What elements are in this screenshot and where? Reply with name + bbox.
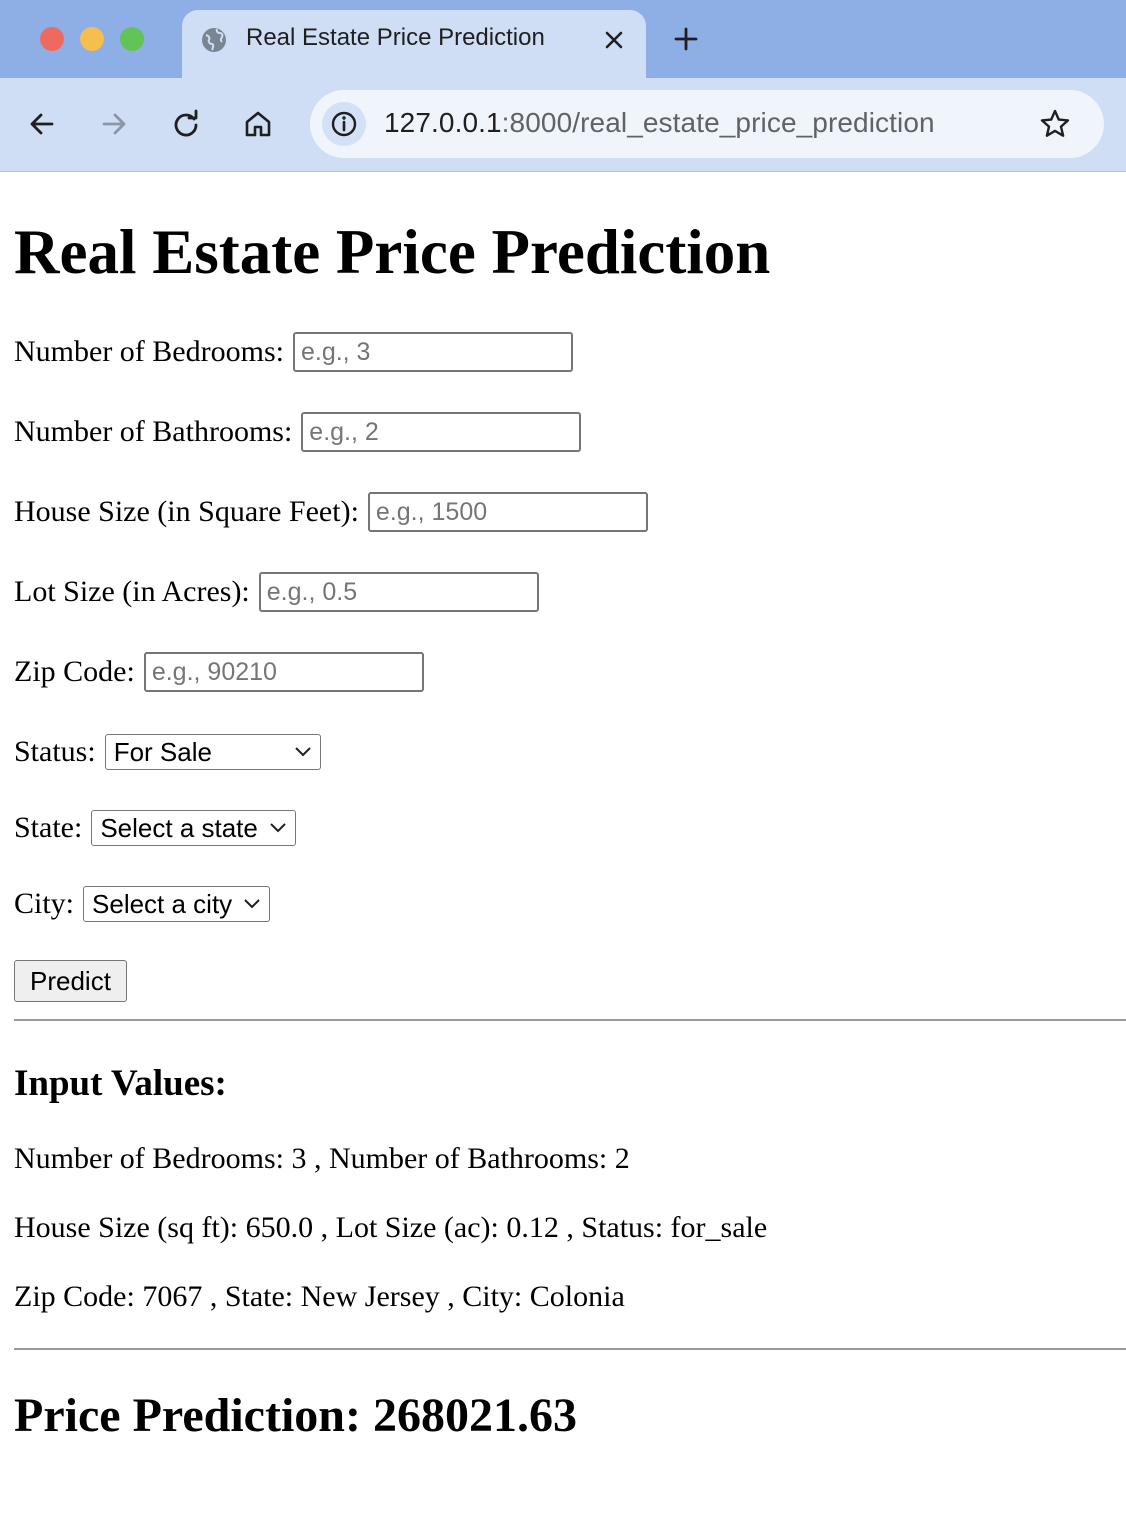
url-text[interactable]: 127.0.0.1:8000/real_estate_price_predict…: [384, 107, 935, 139]
tab-strip: Real Estate Price Prediction: [0, 0, 1126, 78]
reload-icon[interactable]: [170, 108, 202, 140]
close-icon[interactable]: [602, 28, 626, 52]
status-select[interactable]: For Sale: [104, 734, 321, 770]
status-label: Status:: [14, 735, 96, 768]
bathrooms-label: Number of Bathrooms:: [14, 415, 293, 448]
tab-title: Real Estate Price Prediction: [246, 24, 545, 51]
city-label: City:: [14, 887, 75, 920]
zip-code-row: Zip Code:: [14, 652, 424, 692]
input-values-line: Zip Code: 7067 , State: New Jersey , Cit…: [14, 1280, 625, 1313]
bedrooms-row: Number of Bedrooms:: [14, 332, 573, 372]
site-info-button[interactable]: [322, 102, 366, 146]
back-icon[interactable]: [26, 108, 58, 140]
lot-size-row: Lot Size (in Acres):: [14, 572, 539, 612]
city-select-value: Select a city: [92, 888, 233, 919]
price-prediction-result: Price Prediction: 268021.63: [14, 1389, 577, 1442]
chevron-down-icon: [294, 747, 311, 757]
bathrooms-input[interactable]: [301, 412, 582, 452]
divider: [14, 1019, 1126, 1021]
bathrooms-row: Number of Bathrooms:: [14, 412, 582, 452]
city-row: City: Select a city: [14, 886, 271, 922]
predict-button[interactable]: Predict: [14, 960, 127, 1002]
chevron-down-icon: [270, 823, 287, 833]
new-tab-icon[interactable]: [672, 25, 700, 53]
house-size-input[interactable]: [367, 492, 648, 532]
input-values-line: House Size (sq ft): 650.0 , Lot Size (ac…: [14, 1211, 768, 1244]
browser-toolbar: 127.0.0.1:8000/real_estate_price_predict…: [0, 78, 1126, 172]
window-close-button[interactable]: [40, 27, 64, 51]
state-row: State: Select a state: [14, 810, 297, 846]
divider: [14, 1348, 1126, 1350]
url-host: 127.0.0.1: [384, 107, 502, 138]
status-select-value: For Sale: [113, 736, 212, 767]
window-zoom-button[interactable]: [120, 27, 144, 51]
input-values-line: Number of Bedrooms: 3 , Number of Bathro…: [14, 1142, 630, 1175]
address-bar[interactable]: 127.0.0.1:8000/real_estate_price_predict…: [310, 90, 1104, 158]
chevron-down-icon: [244, 899, 260, 909]
home-icon[interactable]: [242, 108, 274, 140]
zip-code-input[interactable]: [143, 652, 424, 692]
globe-icon: [202, 28, 226, 52]
house-size-row: House Size (in Square Feet):: [14, 492, 648, 532]
url-path: :8000/real_estate_price_prediction: [501, 107, 935, 138]
zip-code-label: Zip Code:: [14, 655, 135, 688]
city-select[interactable]: Select a city: [83, 886, 271, 922]
state-label: State:: [14, 811, 83, 844]
bedrooms-label: Number of Bedrooms:: [14, 335, 284, 368]
input-values-heading: Input Values:: [14, 1063, 227, 1104]
browser-tab[interactable]: Real Estate Price Prediction: [182, 10, 646, 78]
lot-size-input[interactable]: [258, 572, 539, 612]
status-row: Status: For Sale: [14, 734, 321, 770]
bookmark-star-icon[interactable]: [1038, 107, 1072, 141]
page-title: Real Estate Price Prediction: [14, 217, 771, 287]
window-minimize-button[interactable]: [80, 27, 104, 51]
site-info-icon: [331, 111, 357, 137]
state-select[interactable]: Select a state: [91, 810, 297, 846]
forward-icon[interactable]: [98, 108, 130, 140]
state-select-value: Select a state: [100, 812, 258, 843]
lot-size-label: Lot Size (in Acres):: [14, 575, 250, 608]
house-size-label: House Size (in Square Feet):: [14, 495, 359, 528]
bedrooms-input[interactable]: [292, 332, 573, 372]
